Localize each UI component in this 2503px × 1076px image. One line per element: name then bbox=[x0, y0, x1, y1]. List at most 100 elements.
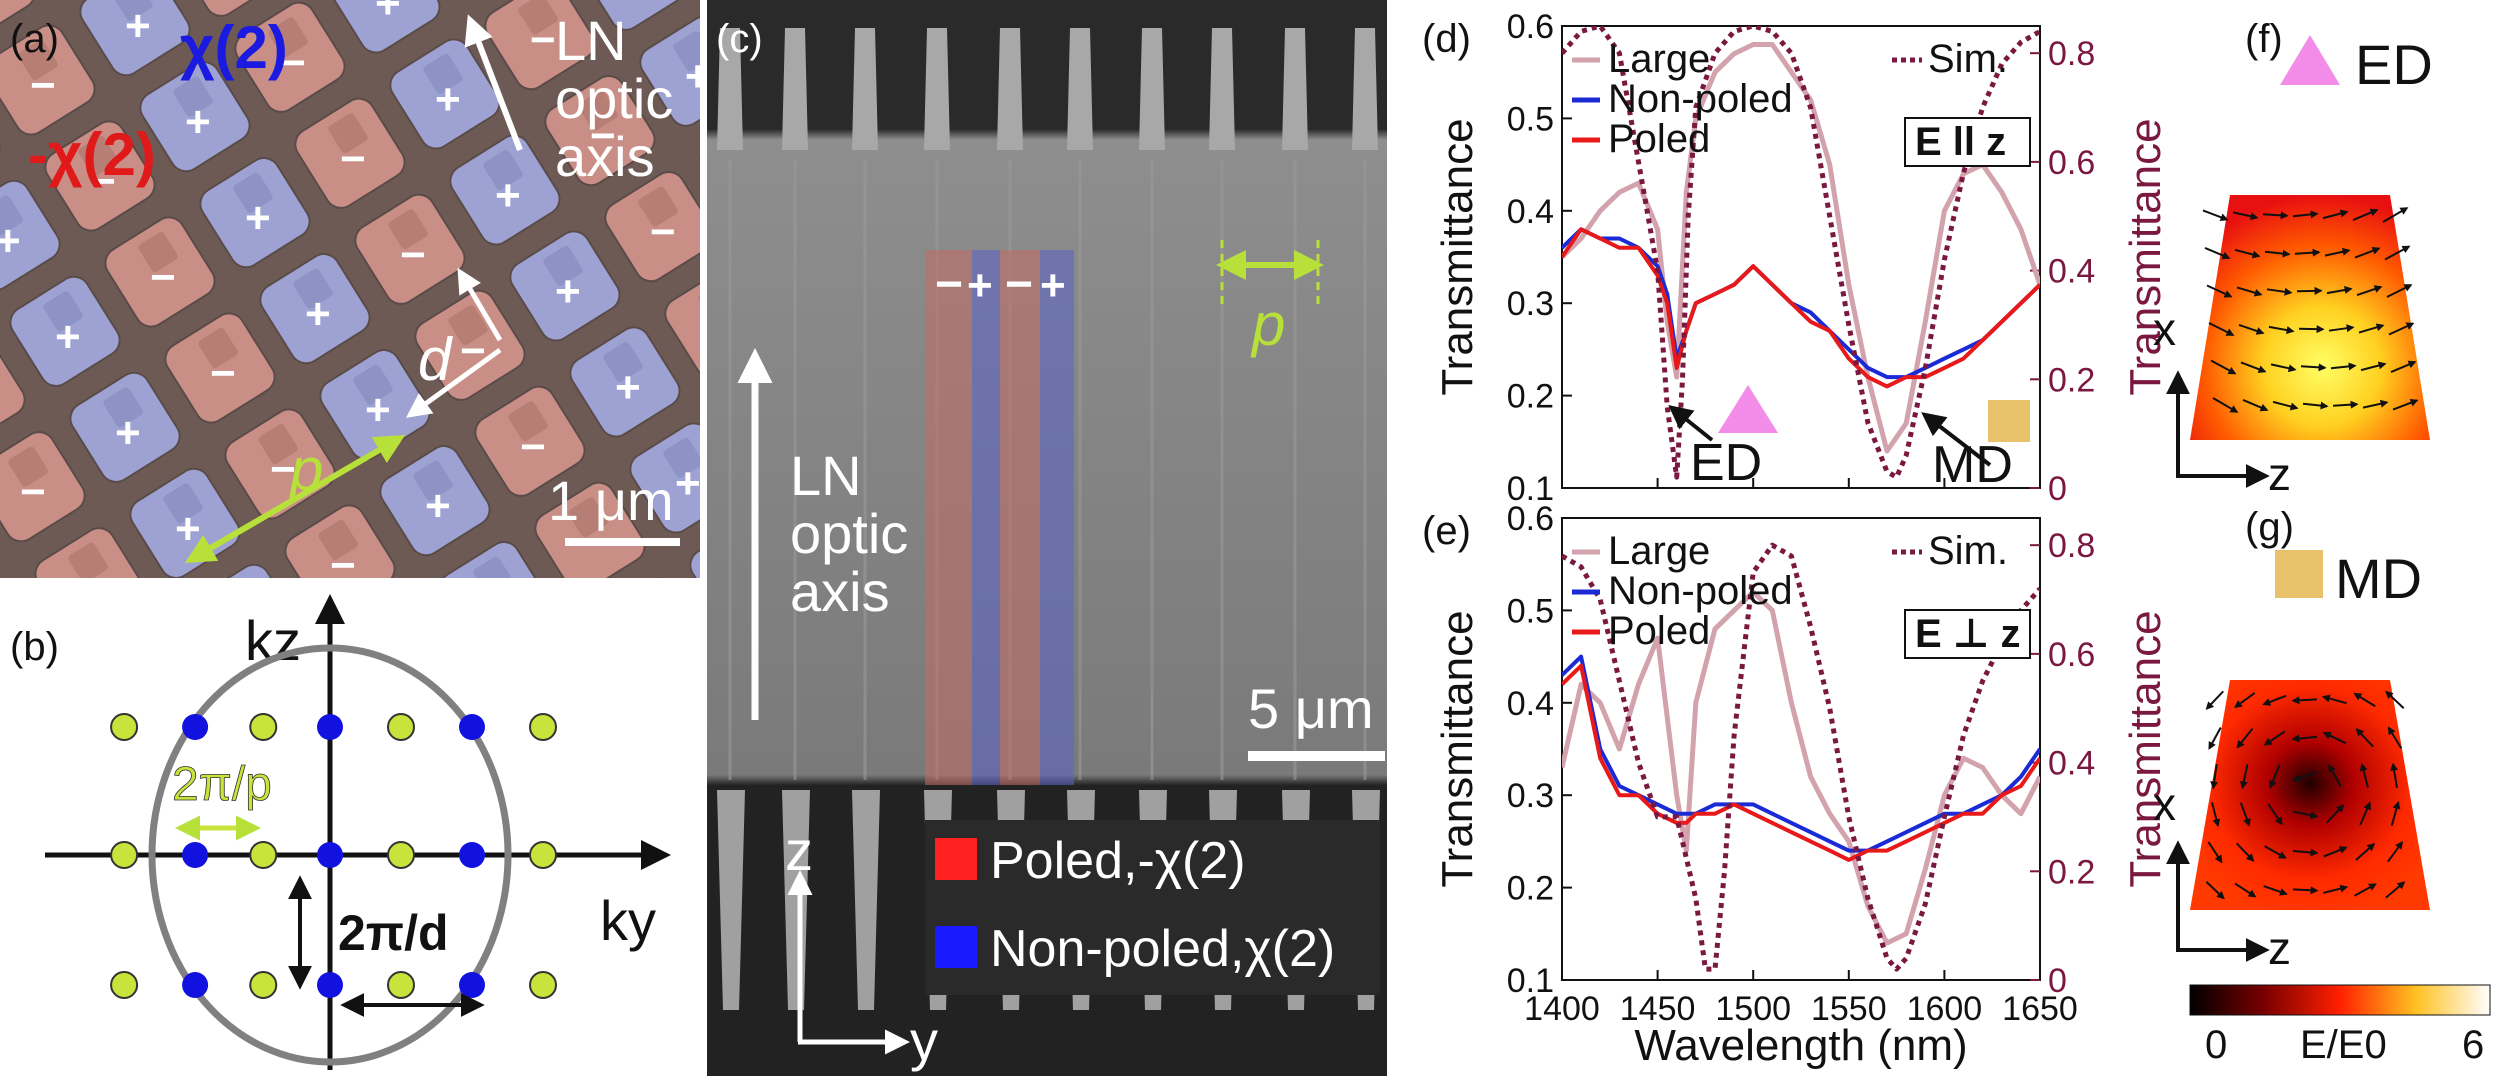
tile bbox=[0, 335, 26, 447]
plus-sign: + bbox=[365, 386, 391, 435]
ewald-circle bbox=[148, 644, 512, 1066]
md-text-d: MD bbox=[1932, 436, 2013, 494]
legend-d-sim: Sim. bbox=[1928, 37, 2008, 81]
ytick-right-label: 0.4 bbox=[2048, 253, 2095, 291]
field-arrow bbox=[2232, 211, 2259, 221]
chi-positive-label: χ(2) bbox=[180, 14, 288, 81]
ytick-label: 0.4 bbox=[1507, 193, 1554, 231]
lattice-point-blue bbox=[317, 972, 343, 998]
panel-b: (b) kz ky 2π/p 2π/d bbox=[10, 594, 671, 1070]
plus-sign-c2: + bbox=[1040, 261, 1066, 310]
ytick-label: 0.3 bbox=[1507, 285, 1554, 323]
minus-sign: − bbox=[280, 38, 306, 87]
field-arrow bbox=[2390, 762, 2399, 789]
polarization-box-e bbox=[1904, 609, 2031, 659]
tile bbox=[259, 253, 371, 365]
field-arrow bbox=[2210, 359, 2237, 375]
grating-tooth-top bbox=[1139, 28, 1165, 150]
tile-notch bbox=[8, 446, 48, 487]
lattice-point-yellow bbox=[110, 841, 139, 869]
ticks-e: 0.1 0.2 0.3 0.4 0.5 0.6 0 0.2 0.4 0.6 0.8 1400 1450 1… bbox=[1507, 500, 2096, 1028]
ytick-label: 0.6 bbox=[1507, 8, 1554, 46]
xtick-label: 1400 bbox=[1524, 990, 1600, 1028]
legend-d: Large Non-poled Poled Sim. bbox=[1572, 37, 2008, 161]
field-arrow bbox=[2207, 841, 2223, 864]
tile bbox=[79, 0, 191, 77]
field-arrow bbox=[2353, 692, 2376, 708]
tile bbox=[294, 97, 406, 209]
plus-sign-c1: + bbox=[967, 261, 993, 310]
ky-label: ky bbox=[600, 889, 656, 952]
grating-tooth-top bbox=[717, 28, 743, 150]
tile-notch bbox=[663, 437, 700, 478]
polarization-d: E ll z bbox=[1915, 120, 2006, 164]
poled-stripe-2 bbox=[1000, 250, 1040, 785]
field-arrow bbox=[2355, 728, 2374, 748]
plus-sign: + bbox=[125, 2, 151, 51]
ytick-label: 0.3 bbox=[1507, 777, 1554, 815]
tile bbox=[414, 289, 526, 401]
tile-notch bbox=[113, 0, 153, 21]
ytick-label: 0.6 bbox=[1507, 500, 1554, 538]
panel-label-b: (b) bbox=[10, 625, 59, 669]
plus-sign: + bbox=[625, 0, 651, 5]
lattice-point-yellow bbox=[529, 841, 557, 869]
tile bbox=[484, 0, 596, 91]
plus-sign: + bbox=[0, 216, 21, 265]
field-arrow bbox=[2272, 400, 2299, 411]
md-square-g bbox=[2275, 550, 2323, 598]
d-arrow-b bbox=[405, 347, 502, 418]
legend-d-poled: Poled bbox=[1608, 117, 1710, 161]
plus-sign: + bbox=[175, 504, 201, 553]
tile-notch bbox=[78, 135, 118, 176]
optic-axis-arrow bbox=[464, 14, 523, 152]
field-arrow bbox=[2202, 209, 2229, 222]
field-arrow bbox=[2206, 284, 2233, 298]
minus-sign: − bbox=[650, 208, 676, 257]
tile bbox=[234, 1, 346, 113]
grating-tooth-top bbox=[1352, 28, 1378, 150]
ed-field-map bbox=[2190, 195, 2430, 440]
optic-axis-c-line3: axis bbox=[790, 560, 890, 623]
optic-axis-line2: optic bbox=[555, 67, 673, 130]
ytick-right-label: 0.6 bbox=[2048, 144, 2095, 182]
tile bbox=[104, 216, 216, 328]
field-arrow bbox=[2291, 696, 2318, 705]
field-arrow bbox=[2267, 803, 2283, 826]
tile-notch bbox=[68, 542, 108, 578]
tile-notch bbox=[483, 149, 523, 190]
field-arrow bbox=[2385, 881, 2406, 899]
z-label-f: z bbox=[2268, 448, 2291, 500]
ytick-label: 0.4 bbox=[1507, 685, 1554, 723]
tile bbox=[604, 171, 700, 283]
lattice-point-blue bbox=[182, 842, 209, 868]
lattice-point-yellow bbox=[387, 971, 415, 999]
field-arrow bbox=[2356, 285, 2383, 297]
tile-notch bbox=[233, 172, 273, 213]
field-arrow bbox=[2330, 362, 2357, 371]
field-arrow bbox=[2382, 207, 2409, 223]
d-arrow-a bbox=[457, 267, 503, 342]
grating-tooth-top bbox=[1282, 28, 1308, 150]
ed-field-arrows bbox=[2202, 207, 2419, 413]
p-arrow bbox=[184, 434, 406, 564]
field-arrow bbox=[2386, 284, 2413, 298]
grating-tooth-bottom bbox=[852, 790, 880, 1010]
field-arrow bbox=[2323, 846, 2348, 858]
field-arrow bbox=[2239, 764, 2249, 790]
ed-label-f: ED bbox=[2355, 33, 2433, 96]
colorbar-max: 6 bbox=[2462, 1023, 2484, 1067]
field-arrow bbox=[2291, 734, 2318, 743]
ylabel-right-e: Transmittance bbox=[2121, 610, 2170, 887]
two-pi-p-label: 2π/p bbox=[172, 758, 272, 811]
legend-e-large: Large bbox=[1608, 529, 1710, 573]
plus-sign: + bbox=[555, 267, 581, 316]
ytick-label: 0.5 bbox=[1507, 100, 1554, 138]
tile-notch bbox=[473, 556, 513, 578]
ytick-label: 0.1 bbox=[1507, 470, 1554, 508]
field-arrow bbox=[2354, 883, 2377, 897]
field-arrow bbox=[2292, 771, 2317, 782]
polarization-e: E ⊥ z bbox=[1915, 612, 2020, 656]
field-arrow bbox=[2292, 886, 2319, 895]
tile-notch bbox=[423, 53, 463, 94]
